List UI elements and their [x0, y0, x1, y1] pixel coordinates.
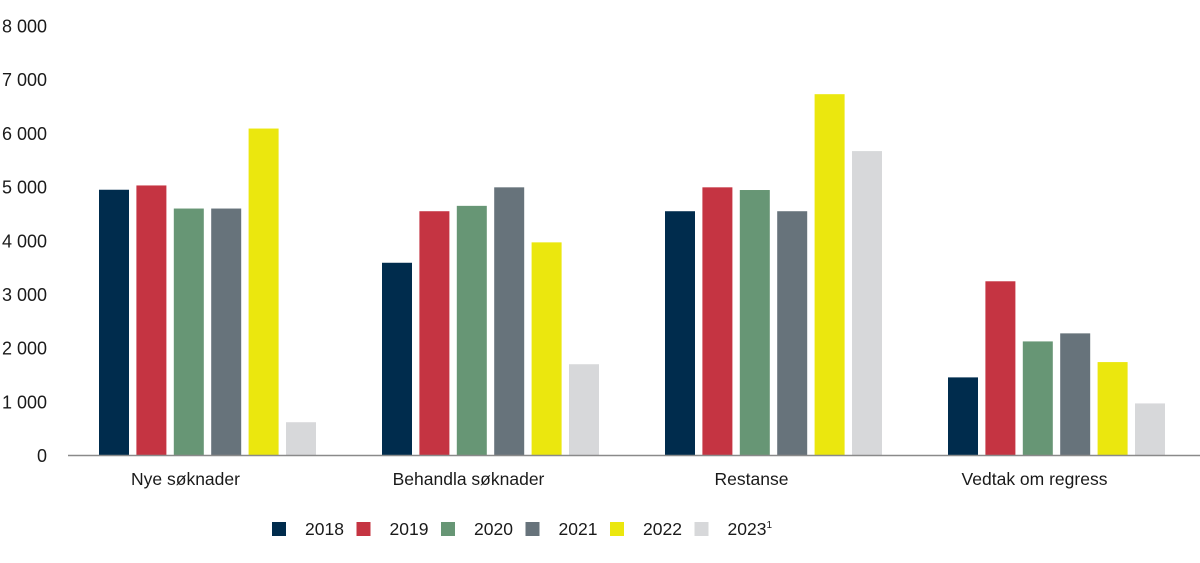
y-tick-label: 8 000 [2, 17, 47, 37]
footnote-marker: 1 [766, 520, 772, 531]
y-tick-label: 0 [37, 446, 47, 466]
legend-label: 2021 [559, 519, 598, 539]
legend-swatch [441, 522, 455, 536]
bar-2023-1 [569, 364, 599, 456]
bar-2021-0 [211, 208, 242, 456]
x-category-label: Nye søknader [131, 469, 240, 489]
legend-swatch [356, 522, 371, 536]
bar-2022-1 [531, 242, 562, 456]
bar-2023-0 [286, 422, 316, 456]
bar-2023-2 [852, 151, 882, 456]
legend-item-2020: 2020 [441, 519, 513, 539]
legend-swatch [525, 522, 540, 536]
legend-item-2018: 2018 [272, 519, 344, 539]
legend-item-2021: 2021 [525, 519, 598, 539]
bar-2022-3 [1097, 362, 1128, 456]
y-tick-label: 6 000 [2, 124, 47, 144]
x-category-label: Behandla søknader [393, 469, 545, 489]
bar-2018-1 [382, 262, 412, 456]
legend-swatch [694, 522, 709, 536]
bar-2019-2 [702, 187, 733, 456]
y-tick-label: 3 000 [2, 285, 47, 305]
legend-swatch [272, 522, 286, 536]
bar-2019-0 [136, 185, 167, 456]
bar-2019-3 [985, 281, 1016, 456]
legend-label: 20231 [728, 519, 773, 539]
legend-label: 2019 [390, 519, 429, 539]
bar-2020-0 [173, 208, 204, 456]
legend-label: 2020 [474, 519, 513, 539]
y-tick-label: 2 000 [2, 339, 47, 359]
bar-2018-0 [99, 189, 129, 456]
x-axis-labels: Nye søknader Behandla søknader Restanse Ved… [131, 469, 1108, 489]
legend-label: 2022 [643, 519, 682, 539]
bar-2020-3 [1022, 341, 1053, 456]
legend-label: 2018 [305, 519, 344, 539]
y-tick-label: 5 000 [2, 178, 47, 198]
bar-2019-1 [419, 211, 450, 456]
y-tick-label: 7 000 [2, 70, 47, 90]
x-category-label: Vedtak om regress [962, 469, 1108, 489]
bars [99, 94, 1165, 456]
x-category-label: Restanse [715, 469, 789, 489]
bar-2022-0 [248, 128, 279, 456]
bar-2021-2 [777, 211, 808, 456]
legend-swatch [610, 522, 624, 536]
bar-2021-3 [1060, 333, 1091, 456]
bar-2021-1 [494, 187, 525, 456]
bar-2018-2 [665, 211, 695, 456]
y-tick-label: 1 000 [2, 392, 47, 412]
bar-2020-1 [456, 205, 487, 456]
bar-2020-2 [739, 190, 770, 456]
legend-item-2023: 20231 [694, 519, 773, 539]
legend-item-2019: 2019 [356, 519, 429, 539]
legend: 2018 2019 2020 2021 2022 20231 [272, 519, 772, 539]
y-axis-ticks: 0 1 000 2 000 3 000 4 000 5 000 6 000 7 000 8 00… [2, 17, 47, 467]
legend-item-2022: 2022 [610, 519, 682, 539]
y-tick-label: 4 000 [2, 231, 47, 251]
bar-2023-3 [1135, 403, 1165, 456]
bar-2022-2 [814, 94, 845, 456]
bar-2018-3 [948, 377, 978, 456]
